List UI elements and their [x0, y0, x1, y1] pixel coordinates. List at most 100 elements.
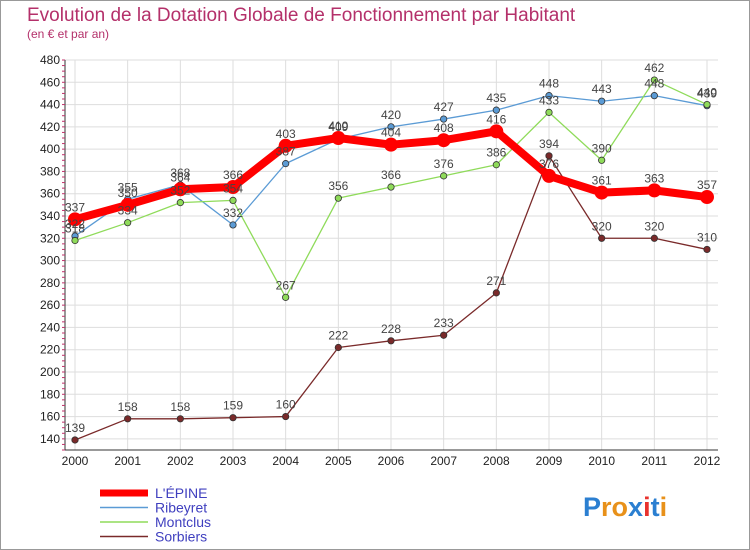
data-point: [124, 415, 132, 423]
data-label: 310: [697, 230, 717, 244]
data-point: [176, 199, 184, 207]
logo-letter: i: [643, 492, 651, 522]
data-label: 320: [592, 219, 612, 233]
data-point: [282, 160, 290, 168]
y-tick-label: 180: [40, 387, 60, 401]
legend-label: Sorbiers: [155, 529, 207, 545]
data-label: 387: [276, 145, 296, 159]
data-point: [440, 331, 448, 339]
data-point: [278, 138, 293, 153]
data-label: 462: [644, 61, 664, 75]
data-point: [387, 183, 395, 191]
logo-letter: x: [628, 492, 643, 522]
data-label: 409: [328, 120, 348, 134]
y-tick-label: 300: [40, 254, 60, 268]
data-point: [173, 182, 188, 197]
data-label: 386: [486, 146, 506, 160]
data-point: [331, 131, 346, 145]
x-tick-label: 2009: [536, 454, 563, 468]
data-point: [282, 293, 290, 301]
x-tick-label: 2002: [167, 454, 194, 468]
data-point: [282, 412, 290, 421]
data-point: [650, 234, 658, 242]
data-point: [598, 97, 606, 105]
legend-label: Ribeyret: [155, 500, 207, 516]
data-point: [120, 197, 135, 212]
data-label: 318: [65, 222, 85, 236]
x-tick-label: 2008: [483, 454, 510, 468]
data-point: [384, 137, 398, 152]
x-tick-label: 2000: [62, 454, 89, 468]
data-label: 354: [223, 181, 243, 195]
data-label: 139: [65, 421, 85, 435]
data-label: 394: [539, 137, 559, 151]
y-tick-label: 400: [40, 142, 60, 156]
y-tick-label: 140: [40, 432, 60, 446]
x-tick-label: 2006: [378, 454, 405, 468]
data-label: 390: [592, 141, 612, 155]
x-tick-label: 2012: [694, 454, 721, 468]
data-label: 159: [223, 399, 243, 413]
chart-title: Evolution de la Dotation Globale de Fonc…: [27, 5, 576, 26]
data-point: [124, 219, 132, 227]
data-label: 420: [381, 108, 401, 122]
series-sorbiers: [71, 152, 711, 444]
data-label: 366: [381, 168, 401, 182]
data-point: [71, 236, 79, 245]
data-point: [440, 172, 448, 180]
data-label: 427: [434, 100, 454, 114]
data-label: 403: [276, 127, 296, 141]
y-tick-label: 260: [40, 298, 60, 312]
data-label: 448: [539, 77, 559, 91]
data-point: [436, 133, 451, 148]
data-point: [545, 152, 553, 160]
data-label: 435: [486, 91, 506, 105]
data-point: [703, 100, 711, 109]
data-label: 433: [539, 93, 559, 107]
data-point: [489, 124, 504, 139]
data-label: 443: [592, 82, 612, 96]
data-point: [650, 92, 658, 100]
data-label: 376: [539, 157, 559, 171]
series-l-pine: [68, 124, 714, 227]
data-label: 320: [644, 219, 664, 233]
series-montclus: [71, 76, 711, 301]
data-point: [647, 183, 662, 198]
data-label: 376: [434, 157, 454, 171]
data-point: [700, 190, 714, 205]
data-label: 448: [644, 77, 664, 91]
y-tick-label: 160: [40, 410, 60, 424]
legend-label: L'ÉPINE: [155, 485, 207, 501]
data-label: 408: [434, 121, 454, 135]
data-point: [68, 212, 82, 227]
data-point: [650, 76, 658, 84]
data-point: [492, 106, 500, 114]
data-point: [229, 221, 237, 229]
data-point: [598, 156, 606, 164]
y-tick-label: 320: [40, 231, 60, 245]
logo-letter: r: [601, 492, 612, 522]
data-label: 271: [486, 274, 506, 288]
data-point: [598, 234, 606, 242]
data-point: [387, 337, 395, 345]
data-point: [334, 194, 342, 202]
y-tick-label: 480: [40, 53, 60, 67]
data-label: 366: [223, 168, 243, 182]
data-label: 267: [276, 278, 296, 292]
plot-area: 140 160 180 200 220 240 260 280 300 320 340 360 380 4…: [40, 53, 721, 468]
data-label: 440: [697, 86, 717, 100]
data-label: 404: [381, 126, 401, 140]
data-label: 361: [592, 174, 612, 188]
y-tick-label: 420: [40, 120, 60, 134]
y-tick-label: 340: [40, 209, 60, 223]
data-label: 350: [118, 186, 138, 200]
x-tick-label: 2005: [325, 454, 352, 468]
data-point: [542, 168, 556, 183]
data-label: 233: [434, 316, 454, 330]
data-label: 355: [118, 180, 138, 194]
x-tick-label: 2007: [430, 454, 457, 468]
logo-text: Proxiti: [583, 492, 667, 522]
data-point: [440, 115, 448, 123]
